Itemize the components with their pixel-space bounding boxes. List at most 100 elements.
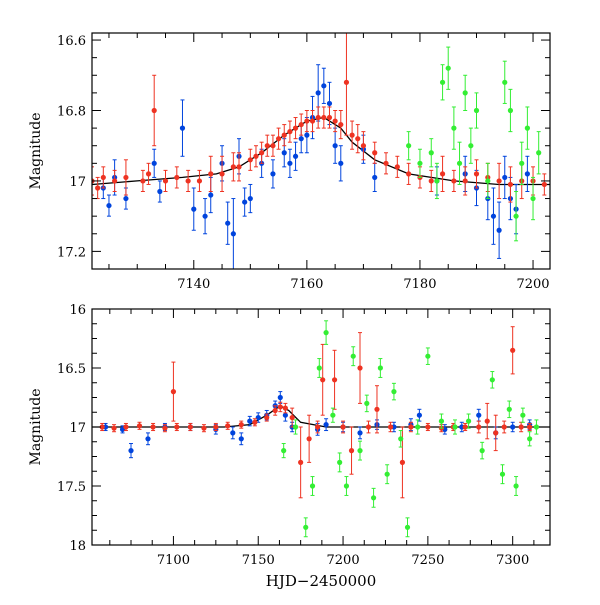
top-data-point	[383, 160, 389, 166]
top-data-point	[372, 150, 378, 156]
top-data-point	[462, 178, 468, 184]
bottom-x-tick-label: 7250	[411, 553, 444, 568]
top-data-point	[275, 136, 282, 142]
bottom-series-green	[281, 320, 540, 538]
bottom-data-point	[150, 424, 156, 430]
bottom-data-point	[364, 400, 370, 406]
top-data-point	[502, 174, 508, 181]
bottom-data-point	[320, 377, 326, 383]
bottom-y-axis-label: Magnitude	[28, 388, 44, 465]
top-data-point	[315, 114, 321, 121]
top-data-point	[338, 121, 344, 128]
bottom-data-point	[384, 471, 390, 477]
bottom-axis-ticks: 7100 7150 7200 7250 7300 16 16.5 17 17.5 18	[57, 303, 550, 568]
top-data-point	[326, 100, 333, 107]
top-data-point	[332, 118, 338, 124]
top-data-point	[456, 160, 463, 166]
bottom-data-point	[391, 389, 397, 395]
bottom-x-tick-label: 7150	[242, 553, 275, 568]
bottom-data-point	[357, 365, 363, 371]
top-y-tick-label: 16.8	[57, 104, 86, 119]
top-data-point	[451, 178, 457, 184]
top-data-point	[360, 143, 367, 149]
bottom-data-point	[510, 424, 516, 430]
top-data-point	[462, 90, 468, 96]
bottom-data-point	[170, 389, 177, 395]
top-data-point	[304, 132, 310, 138]
top-data-point	[332, 143, 338, 149]
bottom-y-tick-label: 17.5	[57, 480, 86, 495]
top-data-point	[541, 181, 547, 188]
top-data-point	[507, 107, 514, 114]
top-data-point	[247, 157, 253, 163]
bottom-data-point	[476, 424, 482, 430]
top-data-point	[112, 178, 118, 184]
top-data-point	[524, 125, 530, 131]
bottom-x-axis-label: HJD−2450000	[266, 572, 377, 590]
top-data-point	[321, 83, 327, 89]
bottom-data-point	[350, 353, 356, 359]
bottom-data-point	[357, 448, 363, 454]
top-data-point	[145, 171, 152, 177]
top-data-point	[485, 178, 491, 184]
top-data-point	[473, 107, 480, 114]
top-data-point	[106, 202, 112, 209]
bottom-data-point	[238, 436, 244, 442]
bottom-data-point	[282, 412, 288, 418]
bottom-x-tick-label: 7300	[496, 553, 529, 568]
top-data-point	[309, 118, 316, 124]
top-data-point	[225, 220, 231, 226]
top-data-point	[338, 160, 344, 166]
top-data-point	[536, 150, 542, 156]
bottom-data-point	[404, 524, 411, 530]
bottom-data-point	[365, 424, 372, 430]
bottom-data-point	[99, 424, 105, 430]
top-x-tick-label: 7200	[516, 277, 549, 292]
bottom-data-point	[493, 430, 499, 436]
top-data-point	[321, 114, 327, 121]
bottom-data-point	[292, 424, 299, 430]
top-plot-area	[92, 33, 550, 269]
bottom-data-point	[506, 406, 512, 412]
top-data-point	[202, 213, 208, 219]
top-data-point	[281, 132, 287, 138]
bottom-data-point	[374, 406, 380, 412]
bottom-data-point	[316, 365, 322, 371]
top-data-point	[434, 178, 440, 184]
bottom-data-point	[298, 459, 304, 465]
top-data-point	[219, 171, 225, 177]
top-data-point	[496, 227, 502, 233]
top-x-tick-label: 7180	[403, 277, 436, 292]
bottom-data-point	[225, 423, 231, 429]
bottom-data-point	[479, 448, 485, 454]
top-data-point	[292, 153, 299, 159]
top-data-point	[230, 231, 236, 237]
bottom-y-tick-label: 17	[69, 421, 86, 436]
bottom-data-point	[416, 412, 422, 418]
bottom-data-point	[510, 347, 516, 353]
bottom-y-tick-label: 18	[69, 539, 86, 554]
top-data-point	[247, 195, 253, 202]
top-data-point	[270, 143, 276, 149]
top-data-point	[428, 150, 434, 156]
top-data-point	[208, 192, 214, 198]
bottom-data-point	[111, 425, 117, 431]
bottom-data-point	[425, 353, 431, 359]
top-series-green	[406, 46, 542, 242]
bottom-data-point	[213, 424, 219, 430]
top-data-point	[473, 171, 480, 177]
bottom-data-point	[123, 424, 129, 430]
bottom-data-point	[452, 424, 458, 430]
top-data-point	[100, 174, 106, 181]
top-y-tick-label: 17	[69, 175, 86, 190]
top-plot-frame	[91, 32, 551, 270]
top-data-point	[191, 206, 197, 212]
bottom-data-point	[499, 471, 506, 477]
bottom-data-point	[162, 425, 168, 431]
top-data-point	[196, 178, 203, 184]
top-data-point	[451, 125, 457, 131]
bottom-data-point	[370, 495, 377, 501]
bottom-data-point	[489, 377, 495, 383]
top-data-point	[326, 114, 333, 121]
bottom-data-point	[533, 424, 540, 430]
